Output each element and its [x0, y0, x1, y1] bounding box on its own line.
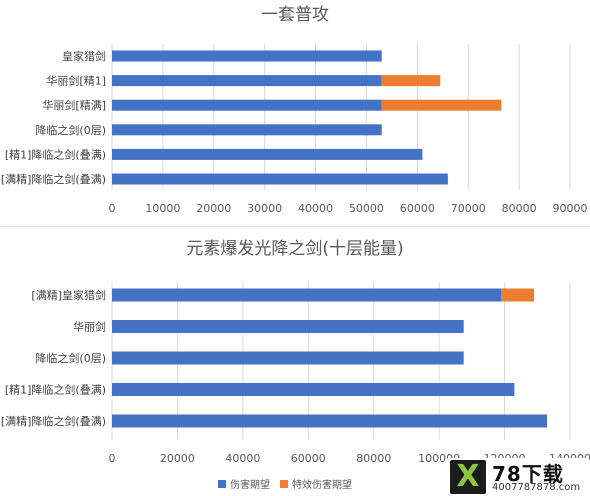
bar-damage-expectation — [112, 148, 423, 160]
bar-damage-expectation — [112, 75, 382, 87]
bar-damage-expectation — [112, 351, 464, 365]
x-tick-label: 0 — [109, 452, 116, 465]
x-tick-label: 40000 — [298, 202, 333, 215]
legend-swatch — [218, 480, 226, 488]
category-label: 皇家猎剑 — [62, 49, 106, 63]
bar-damage-expectation — [112, 320, 464, 333]
x-tick-label: 40000 — [225, 452, 260, 465]
x-tick-label: 80000 — [502, 202, 537, 215]
x-tick-label: 10000 — [145, 202, 180, 215]
category-label: 降临之剑(0层) — [35, 351, 106, 365]
bar-damage-expectation — [112, 50, 382, 62]
category-label: [满精]皇家猎剑 — [31, 288, 106, 302]
bar-damage-expectation — [112, 124, 382, 136]
bar-damage-expectation — [112, 288, 502, 302]
chart-one: 一套普攻 0 10000 20000 30000 40000 50000 60000 70000… — [1, 5, 588, 215]
x-tick-label: 20000 — [196, 202, 231, 215]
chart-divider — [0, 226, 590, 227]
chart-title: 一套普攻 — [261, 5, 329, 25]
watermark-url: 4007787878.com — [492, 482, 581, 493]
chart-title: 元素爆发光降之剑(十层能量) — [186, 239, 403, 259]
bar-damage-expectation — [112, 173, 448, 185]
bar-effect-damage-expectation — [501, 288, 535, 302]
bar-damage-expectation — [112, 414, 548, 428]
x-tick-label: 30000 — [247, 202, 282, 215]
category-label: 降临之剑(0层) — [35, 123, 106, 137]
bar-damage-expectation — [112, 99, 382, 111]
category-label: [满精]降临之剑(叠满) — [1, 172, 106, 186]
bar-damage-expectation — [112, 383, 515, 396]
category-label: 华丽剑[精满] — [42, 98, 106, 112]
legend-label: 伤害期望 — [230, 478, 270, 491]
category-label: 华丽剑 — [73, 320, 106, 334]
x-tick-label: 80000 — [356, 452, 391, 465]
site-watermark: X 78下载 4007787878.com — [446, 458, 590, 496]
x-tick-label: 70000 — [451, 202, 486, 215]
x-tick-label: 60000 — [291, 452, 326, 465]
category-label: [精1]降临之剑(叠满) — [5, 147, 106, 161]
watermark-brand: 78下载 — [492, 462, 564, 486]
category-label: [精1]降临之剑(叠满) — [5, 383, 106, 397]
category-label: 华丽剑[精1] — [46, 74, 106, 88]
bar-effect-damage-expectation — [381, 75, 441, 87]
watermark-x-logo: X — [450, 460, 486, 494]
x-tick-label: 20000 — [160, 452, 195, 465]
x-tick-label: 50000 — [349, 202, 384, 215]
bar-effect-damage-expectation — [381, 99, 502, 111]
category-label: [满精]降临之剑(叠满) — [1, 414, 106, 428]
x-tick-label: 90000 — [553, 202, 588, 215]
x-tick-label: 0 — [109, 202, 116, 215]
x-tick-label: 60000 — [400, 202, 435, 215]
legend-swatch — [280, 480, 288, 488]
legend-label: 特效伤害期望 — [292, 478, 352, 491]
